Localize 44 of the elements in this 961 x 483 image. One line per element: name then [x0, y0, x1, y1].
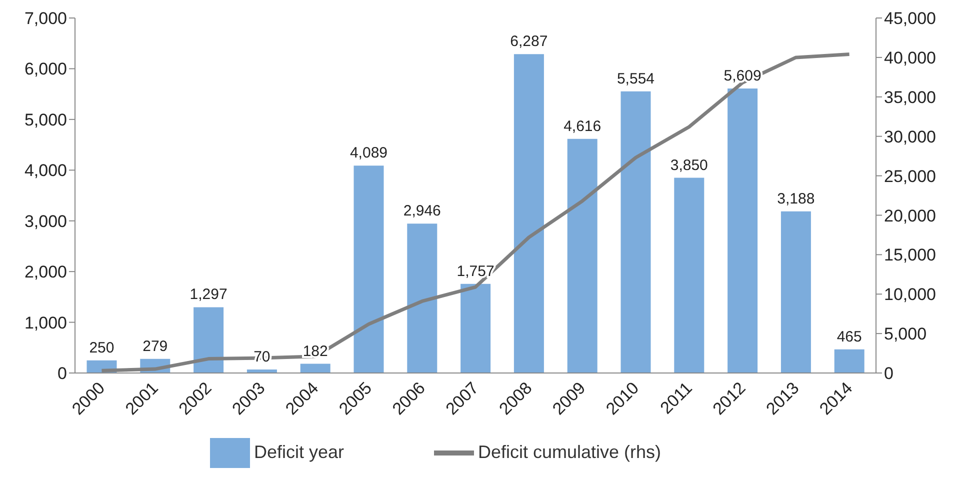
- bar: [674, 178, 704, 373]
- bar: [834, 349, 864, 373]
- legend-label: Deficit cumulative (rhs): [478, 442, 662, 462]
- y2-tick-label: 5,000: [884, 324, 927, 344]
- data-label: 465: [836, 328, 862, 346]
- data-label: 3,850: [670, 156, 708, 174]
- y-tick-label: 2,000: [24, 262, 67, 282]
- bar: [354, 166, 384, 373]
- data-label: 1,297: [190, 286, 228, 304]
- y2-tick-label: 15,000: [884, 246, 936, 265]
- y2-tick-label: 45,000: [884, 9, 936, 28]
- data-label: 4,089: [350, 144, 388, 162]
- bar: [780, 211, 811, 373]
- data-label: 4,616: [564, 118, 602, 135]
- y-tick-label: 4,000: [24, 161, 67, 180]
- data-label: 5,554: [616, 70, 655, 88]
- data-label: 6,287: [510, 33, 548, 50]
- bar: [514, 54, 544, 373]
- y-tick-label: 6,000: [24, 60, 67, 79]
- y2-tick-label: 40,000: [884, 48, 936, 68]
- data-label: 279: [142, 338, 168, 355]
- y2-tick-label: 0: [884, 364, 894, 384]
- y2-tick-label: 10,000: [884, 285, 936, 304]
- data-label: 250: [89, 339, 114, 356]
- y-tick-label: 3,000: [24, 212, 67, 231]
- data-label: 2,946: [403, 202, 441, 220]
- bar: [620, 91, 651, 373]
- y2-tick-label: 25,000: [884, 166, 936, 186]
- bar: [567, 138, 598, 373]
- bar: [194, 307, 224, 373]
- y-tick-label: 7,000: [24, 9, 67, 28]
- y2-tick-label: 35,000: [884, 88, 936, 107]
- data-label: 70: [254, 348, 270, 366]
- y2-tick-label: 30,000: [884, 127, 936, 146]
- data-label: 3,188: [777, 190, 815, 208]
- bar: [728, 88, 758, 373]
- y-tick-label: 5,000: [24, 110, 67, 130]
- legend-label: Deficit year: [254, 442, 344, 462]
- bar: [407, 224, 438, 373]
- y-tick-label: 1,000: [24, 313, 67, 332]
- bar: [460, 284, 491, 373]
- bar: [300, 364, 330, 373]
- y-tick-label: 0: [58, 364, 67, 384]
- y2-tick-label: 20,000: [884, 206, 936, 226]
